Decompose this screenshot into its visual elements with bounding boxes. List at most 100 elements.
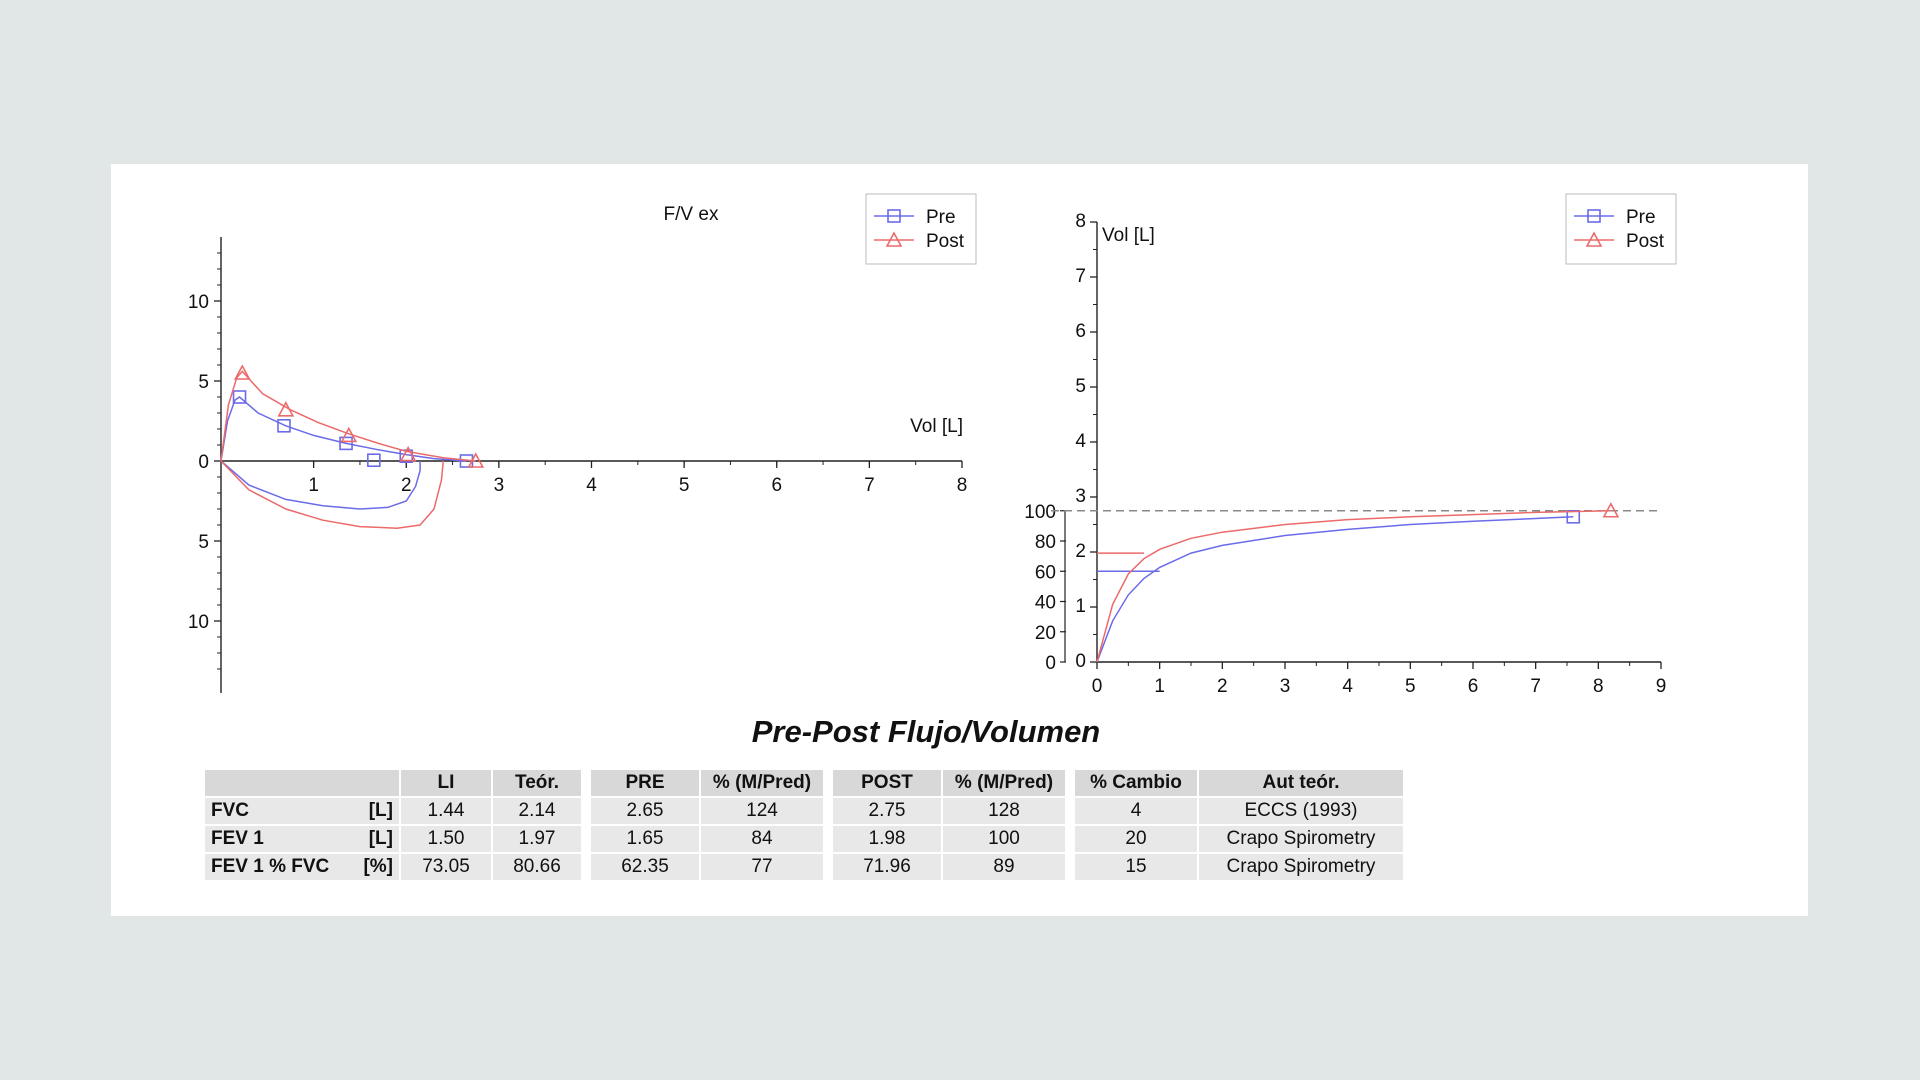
fv-chart-title: F/V ex [664,204,719,225]
cell-teor: 80.66 [493,854,581,880]
fv-x-tick-label: 2 [401,475,412,496]
table-row: FVC [L] 1.44 2.14 2.65 124 2.75 128 4 ECCS (1993) [205,798,1403,824]
table-body: FVC [L] 1.44 2.14 2.65 124 2.75 128 4 ECCS (1993)… [205,798,1403,880]
cell-post: 1.98 [833,826,941,852]
legend-marker-post [1585,231,1603,247]
cell-parameter: FEV 1 [L] [205,826,399,852]
vt-y-tick-label: 3 [1075,486,1086,507]
fv-y-tick-label: 10 [188,292,209,313]
fv-x-tick-label: 6 [771,475,782,496]
fv-post-marker [340,426,358,443]
vt-secondary-y-tick-label: 100 [1024,502,1056,523]
legend-marker-pre [1587,209,1601,223]
fv-post-marker [467,452,485,468]
results-table: LI Teór. PRE % (M/Pred) POST % (M/Pred) … [203,768,1405,882]
fv-y-tick-label: 5 [198,372,209,393]
fv-pre-expiratory-curve [220,396,467,462]
vt-x-tick-label: 2 [1217,676,1228,697]
cell-post: 71.96 [833,854,941,880]
vt-x-tick-label: 6 [1468,676,1479,697]
vt-y-tick-label: 5 [1075,376,1086,397]
vt-y-axis-label: Vol [L] [1102,225,1155,246]
cell-li: 1.50 [401,826,491,852]
fv-post-marker [399,445,417,462]
cell-parameter: FEV 1 % FVC [%] [205,854,399,880]
fv-x-tick-label: 8 [957,475,968,496]
fv-y-tick-label: 5 [198,532,209,553]
cell-aut: Crapo Spirometry [1199,826,1403,852]
fv-pre-marker [277,419,291,433]
vt-x-tick-label: 0 [1092,676,1103,697]
legend-box [1565,193,1677,265]
vt-y-tick-label: 6 [1075,321,1086,342]
legend-label-post: Post [926,231,965,252]
fv-y-tick-label: 0 [198,452,209,473]
vt-x-tick-label: 3 [1280,676,1291,697]
vt-y-tick-label: 0 [1075,651,1086,672]
charts-canvas: 1 2 3 4 5 6 7 8 10 5 0 5 10 F/V ex Vol [L] Pre Post 0 1 2 3… [188,193,1677,697]
legend-label-pre: Pre [1626,207,1656,228]
fv-pre-marker [339,436,353,451]
cell-aut: Crapo Spirometry [1199,854,1403,880]
vt-x-tick-label: 4 [1342,676,1353,697]
vt-y-tick-label: 4 [1075,431,1086,452]
vt-y-tick-label: 8 [1075,211,1086,232]
vt-y-tick-label: 1 [1075,596,1086,617]
legend-label-pre: Pre [926,207,956,228]
header-post-pct: % (M/Pred) [943,770,1065,796]
cell-change: 20 [1075,826,1197,852]
header-change: % Cambio [1075,770,1197,796]
parameter-unit: [L] [368,800,393,821]
parameter-unit: [L] [368,828,393,849]
vt-pre-curve [1096,516,1574,663]
flow-volume-chart: 1 2 3 4 5 6 7 8 10 5 0 5 10 F/V ex Vol [L] Pre Post [188,193,977,693]
fv-pre-marker [367,453,381,468]
vt-x-tick-label: 9 [1656,676,1667,697]
table-row: FEV 1 [L] 1.50 1.97 1.65 84 1.98 100 20 Crapo Spi… [205,826,1403,852]
cell-pre-pct: 124 [701,798,823,824]
vt-secondary-y-tick-label: 40 [1035,593,1056,614]
fv-pre-marker [232,390,247,404]
fv-y-tick-label: 10 [188,612,209,633]
fv-x-tick-label: 1 [308,475,319,496]
parameter-name: FVC [211,800,249,821]
fv-x-axis-label: Vol [L] [910,416,963,437]
vt-post-end-marker [1602,502,1620,518]
header-post: POST [833,770,941,796]
cell-pre: 2.65 [591,798,699,824]
fv-post-inspiratory-curve [220,460,445,529]
vt-x-tick-label: 5 [1405,676,1416,697]
report-title: Pre-Post Flujo/Volumen [751,714,1101,749]
fv-x-tick-label: 7 [864,475,875,496]
vt-y-tick-label: 2 [1075,541,1086,562]
fv-post-expiratory-curve [220,370,476,462]
header-teor: Teór. [493,770,581,796]
cell-aut: ECCS (1993) [1199,798,1403,824]
cell-post: 2.75 [833,798,941,824]
fv-x-tick-label: 5 [679,475,690,496]
header-parameter [205,770,399,796]
fv-x-tick-label: 3 [494,475,505,496]
legend-box [865,193,977,265]
fv-post-marker [277,401,295,417]
parameter-unit: [%] [363,856,393,877]
cell-li: 1.44 [401,798,491,824]
fv-pre-inspiratory-curve [220,460,421,510]
vt-y-tick-label: 7 [1075,266,1086,287]
header-pre: PRE [591,770,699,796]
header-pre-pct: % (M/Pred) [701,770,823,796]
table-header-row: LI Teór. PRE % (M/Pred) POST % (M/Pred) … [205,770,1403,796]
parameter-name: FEV 1 [211,828,264,849]
vt-post-curve [1096,510,1611,663]
cell-change: 4 [1075,798,1197,824]
cell-pre: 62.35 [591,854,699,880]
cell-pre-pct: 84 [701,826,823,852]
parameter-name: FEV 1 % FVC [211,856,330,877]
cell-teor: 1.97 [493,826,581,852]
legend-marker-post [885,231,903,247]
cell-li: 73.05 [401,854,491,880]
cell-pre-pct: 77 [701,854,823,880]
fv-post-marker [233,364,251,380]
vt-secondary-y-tick-label: 0 [1045,653,1056,674]
cell-teor: 2.14 [493,798,581,824]
